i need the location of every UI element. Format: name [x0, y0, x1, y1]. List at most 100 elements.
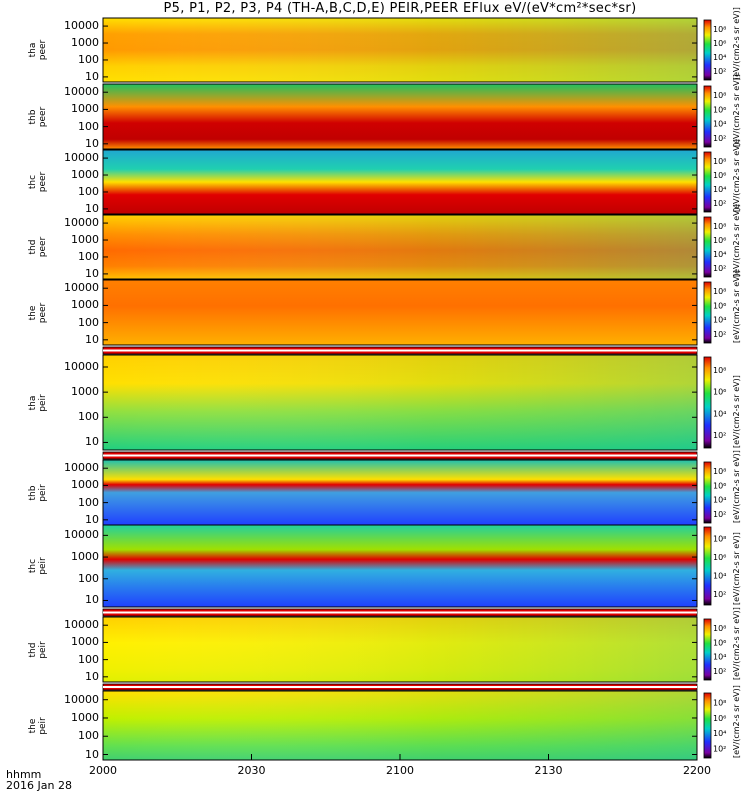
spectrogram-shade-3	[103, 215, 697, 279]
panel-label-4: the peer	[28, 301, 48, 325]
colorbar-tick-label: 10²	[713, 67, 726, 76]
colorbar-6	[703, 461, 712, 524]
spectrogram-panel-2	[103, 150, 697, 214]
y-tick-label: 100	[78, 315, 99, 329]
y-tick-label: 100	[78, 729, 99, 743]
colorbar-tick-label: 10⁴	[713, 53, 726, 62]
x-tick-label: 2200	[683, 764, 711, 777]
panel-frame-1	[102, 83, 698, 150]
colorbar-9	[703, 692, 712, 759]
colorbar-tick-label: 10²	[713, 744, 726, 753]
y-tick-label: 1000	[71, 550, 99, 564]
y-tick-label: 10	[85, 669, 99, 683]
panel-label-probe: thd	[28, 239, 38, 255]
panel-label-7: thc peir	[28, 554, 48, 578]
colorbar-tick-label: 10⁸	[713, 534, 726, 543]
panel-label-probe: tha	[28, 395, 38, 410]
y-tick-label: 100	[78, 571, 99, 585]
colorbar-unit-label: [eV/(cm2-s sr eV)]	[732, 375, 741, 448]
y-tick-label: 100	[78, 652, 99, 666]
colorbar-unit-label: [eV/(cm2-s sr eV)]	[732, 450, 741, 523]
colorbar-unit-label: [eV/(cm2-s sr eV)]	[732, 204, 741, 277]
colorbar-unit-label: [eV/(cm2-s sr eV)]	[732, 685, 741, 758]
y-tick-label: 1000	[71, 298, 99, 312]
y-tick-label: 10	[85, 435, 99, 449]
colorbar-tick-label: 10⁶	[713, 171, 726, 180]
colorbar-0	[703, 19, 712, 81]
panel-label-probe: thb	[28, 109, 38, 124]
colorbar-tick-label: 10⁶	[713, 553, 726, 562]
y-tick-label: 10000	[64, 528, 99, 542]
colorbar-tick-label: 10²	[713, 667, 726, 676]
colorbar-tick-label: 10⁴	[713, 571, 726, 580]
y-tick-label: 1000	[71, 233, 99, 247]
panel-label-instrument: peer	[38, 302, 48, 323]
y-tick-label: 1000	[71, 36, 99, 50]
panel-label-probe: thc	[28, 558, 38, 574]
spectrogram-shade-8	[103, 617, 697, 682]
colorbar-unit-label: [eV/(cm2-s sr eV)]	[732, 607, 741, 680]
colorbar-tick-label: 10⁶	[713, 236, 726, 245]
panel-label-instrument: peir	[38, 716, 48, 735]
colorbar-tick-label: 10⁴	[713, 120, 726, 129]
x-tick-label: 2100	[386, 764, 414, 777]
y-tick-label: 10000	[64, 151, 99, 165]
y-tick-label: 1000	[71, 635, 99, 649]
colorbar-tick-label: 10⁴	[713, 316, 726, 325]
panel-label-instrument: peir	[38, 483, 48, 502]
panel-label-3: thd peer	[28, 235, 48, 259]
y-tick-label: 1000	[71, 710, 99, 724]
spectrogram-panel-7	[103, 525, 697, 607]
colorbar-tick-label: 10²	[713, 264, 726, 273]
panel-label-9: the peir	[28, 714, 48, 738]
chart-title: P5, P1, P2, P3, P4 (TH-A,B,C,D,E) PEIR,P…	[163, 1, 637, 16]
panel-label-probe: tha	[28, 42, 38, 58]
colorbar-tick-label: 10⁸	[713, 467, 726, 476]
panel-label-probe: the	[28, 305, 38, 320]
colorbar-5	[703, 356, 712, 449]
y-tick-label: 10	[85, 332, 99, 346]
colorbar-unit-label: [eV/(cm2-s sr eV)]	[732, 74, 741, 147]
colorbar-tick-label: 10⁶	[713, 388, 726, 397]
y-tick-label: 1000	[71, 168, 99, 182]
y-tick-label: 10	[85, 593, 99, 607]
panel-frame-5	[102, 354, 698, 451]
flag-bar-stripe-8	[103, 686, 697, 688]
panel-label-0: tha peer	[28, 38, 48, 62]
date-label: 2016 Jan 28	[6, 779, 72, 792]
colorbar-tick-label: 10²	[713, 330, 726, 339]
colorbar-tick-label: 10⁴	[713, 185, 726, 194]
colorbar-tick-label: 10⁸	[713, 222, 726, 231]
colorbar-tick-label: 10²	[713, 199, 726, 208]
colorbar-8	[703, 618, 712, 681]
y-tick-label: 100	[78, 184, 99, 198]
panel-frame-0	[102, 17, 698, 83]
x-tick-label: 2030	[237, 764, 266, 777]
colorbar-tick-label: 10⁶	[713, 301, 726, 310]
colorbar-tick-label: 10⁶	[713, 638, 726, 647]
panel-label-6: thb peir	[28, 481, 48, 505]
panel-label-1: thb peer	[28, 105, 48, 129]
time-axis-label: hhmm	[6, 768, 42, 781]
colorbar-unit-label: [eV/(cm2-s sr eV)]	[732, 139, 741, 212]
colorbar-tick-label: 10⁴	[713, 729, 726, 738]
y-tick-label: 10000	[64, 281, 99, 295]
panel-label-instrument: peer	[38, 106, 48, 127]
panel-label-instrument: peer	[38, 39, 48, 61]
y-tick-label: 10000	[64, 216, 99, 230]
panel-frame-3	[102, 214, 698, 280]
y-tick-label: 1000	[71, 385, 99, 399]
colorbar-unit-label: [eV/(cm2-s sr eV)]	[732, 270, 741, 343]
colorbar-tick-label: 10⁶	[713, 39, 726, 48]
panel-label-instrument: peer	[38, 171, 48, 193]
x-tick-label: 2000	[89, 764, 117, 777]
colorbar-3	[703, 216, 712, 278]
y-tick-label: 10	[85, 201, 99, 215]
colorbar-tick-label: 10⁴	[713, 653, 726, 662]
x-tick-label: 2130	[534, 764, 563, 777]
panel-label-2: thc peer	[28, 170, 48, 194]
colorbar-tick-label: 10⁸	[713, 287, 726, 296]
panel-label-5: tha peir	[28, 391, 48, 415]
panel-frame-4	[102, 279, 698, 346]
